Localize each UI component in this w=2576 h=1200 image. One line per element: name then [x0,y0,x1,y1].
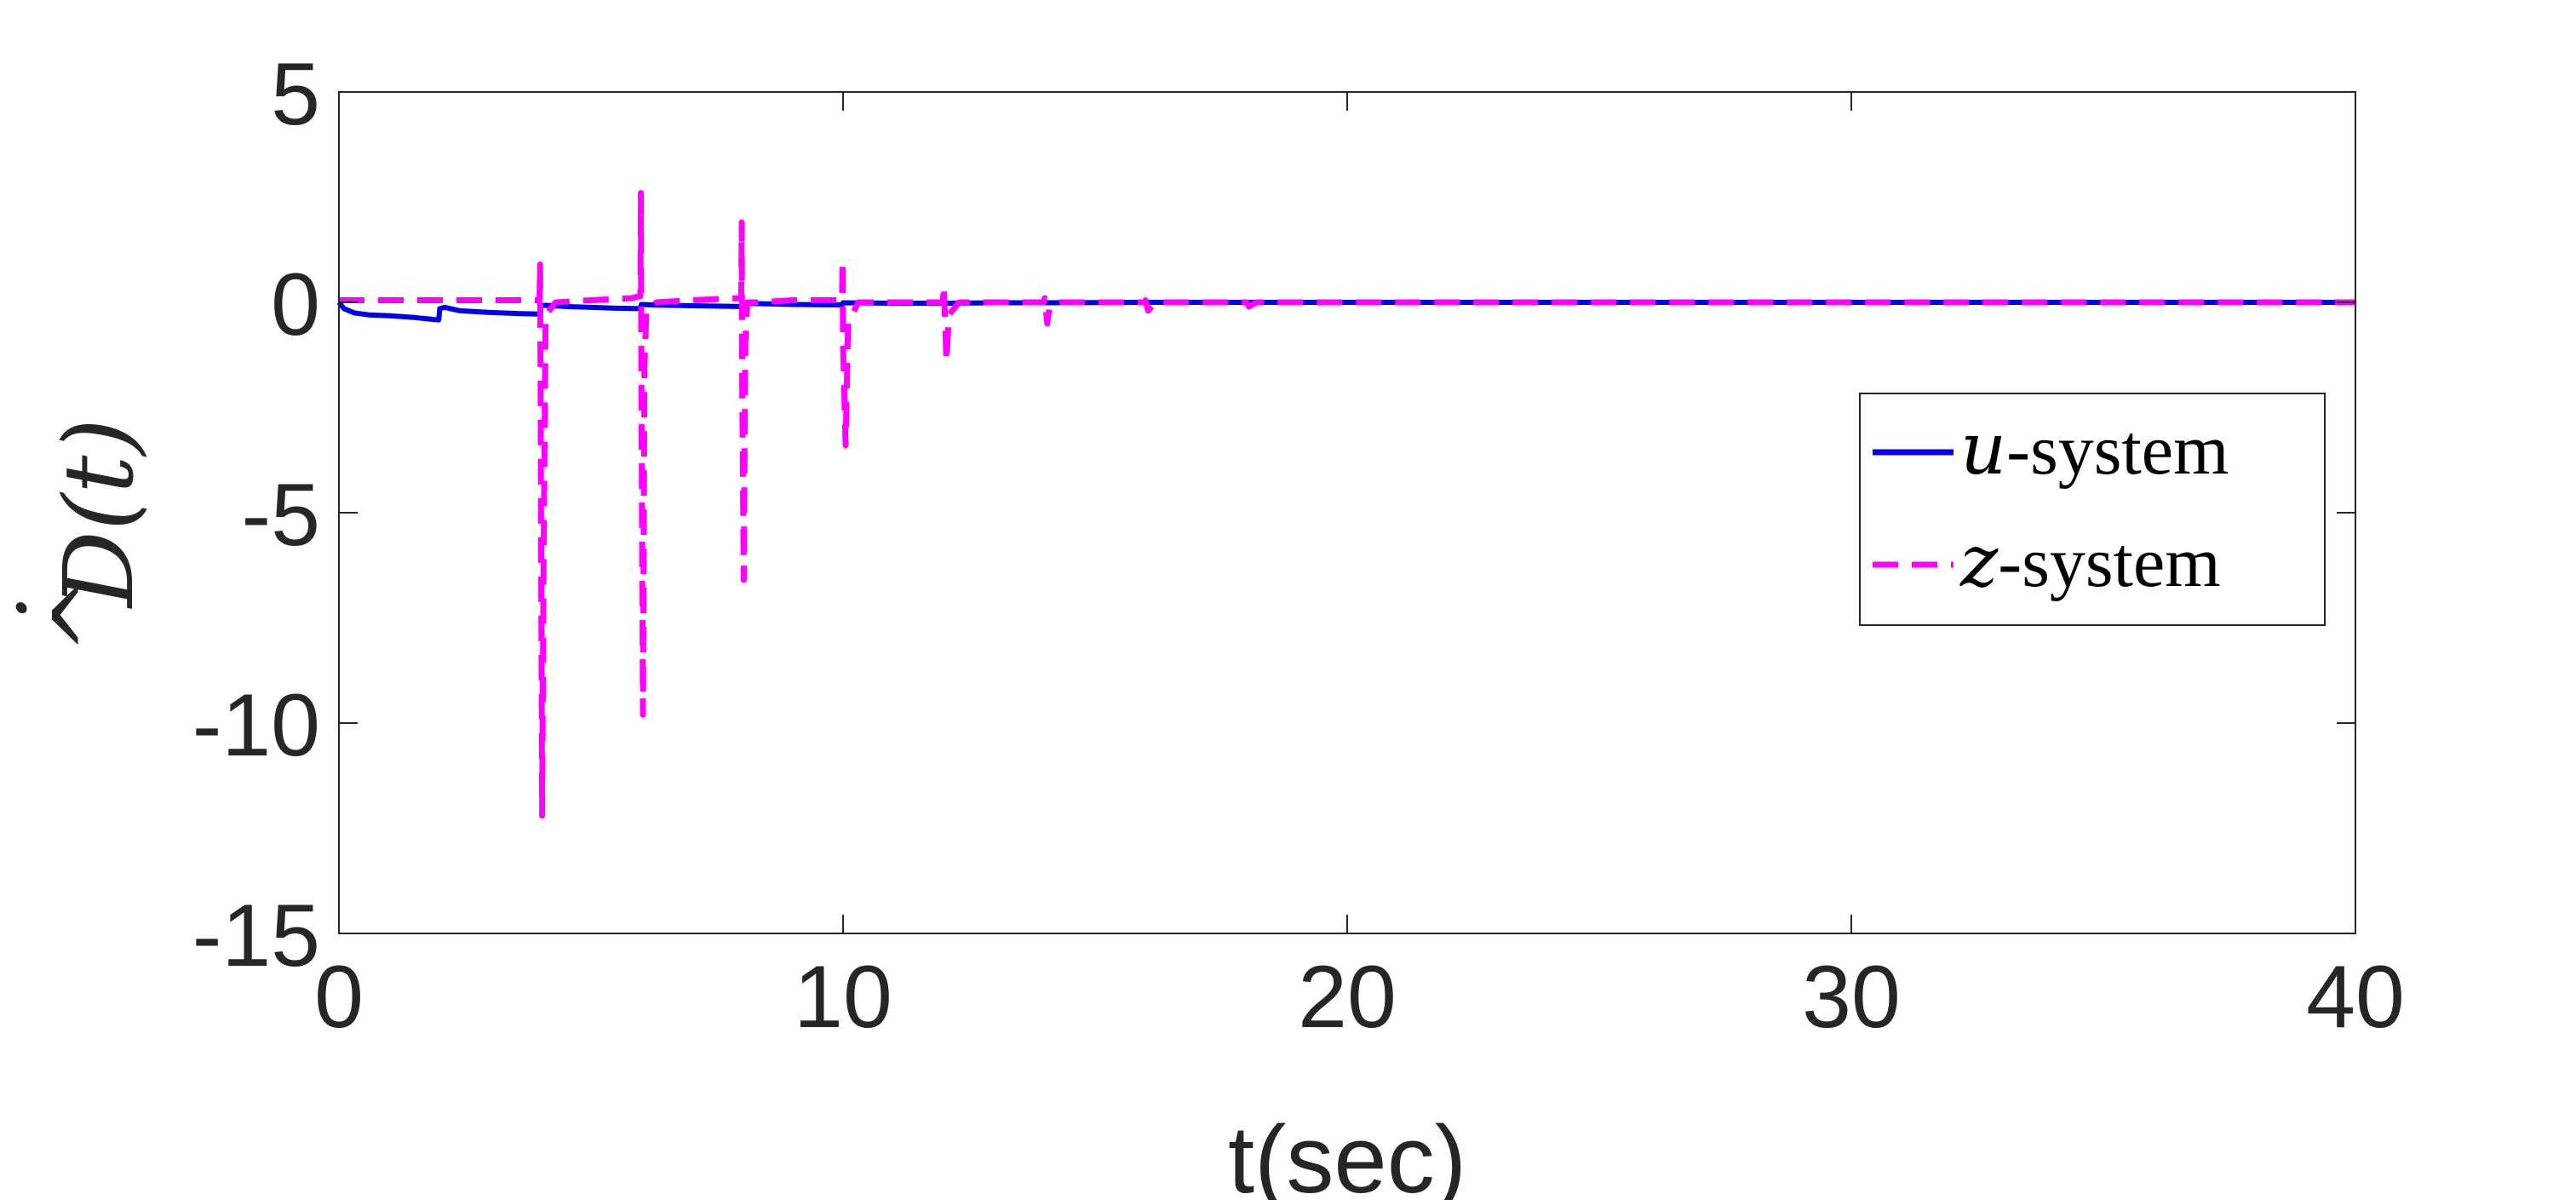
axis-ticks [338,91,2356,934]
x-tick-labels: 0 10 20 30 40 [314,948,2405,1047]
y-tick-label: -15 [192,887,320,985]
x-axis-label: t(sec) [1228,1106,1466,1200]
x-tick-label: 40 [2306,948,2405,1047]
y-tick-label: -5 [242,466,320,565]
x-tick-label: 0 [314,948,364,1047]
svg-text:D(t): D(t) [44,418,155,609]
x-tick-label: 30 [1802,948,1901,1047]
y-tick-label: 5 [271,45,320,144]
y-tick-label: 0 [271,256,320,354]
y-axis-label: D(t) ^ ˙ [2,418,155,655]
legend-box [1859,393,2326,626]
legend: u-system z-system [1859,393,2326,626]
legend-entry-u-system: u-system [1960,407,2229,491]
y-axis-label-dot: ˙ [2,593,112,640]
plot-series [336,190,2355,819]
x-tick-label: 10 [794,948,892,1047]
y-axis-label-arg: (t) [44,418,155,531]
legend-entry-z-system: z-system [1959,520,2221,603]
y-tick-label: -10 [192,676,320,775]
y-axis-label-var: D [44,531,155,609]
x-tick-label: 20 [1298,948,1397,1047]
series-line-z-system [339,190,2355,819]
y-axis-label-hat: ^ [34,575,145,655]
y-tick-labels: 5 0 -5 -10 -15 [192,45,320,985]
